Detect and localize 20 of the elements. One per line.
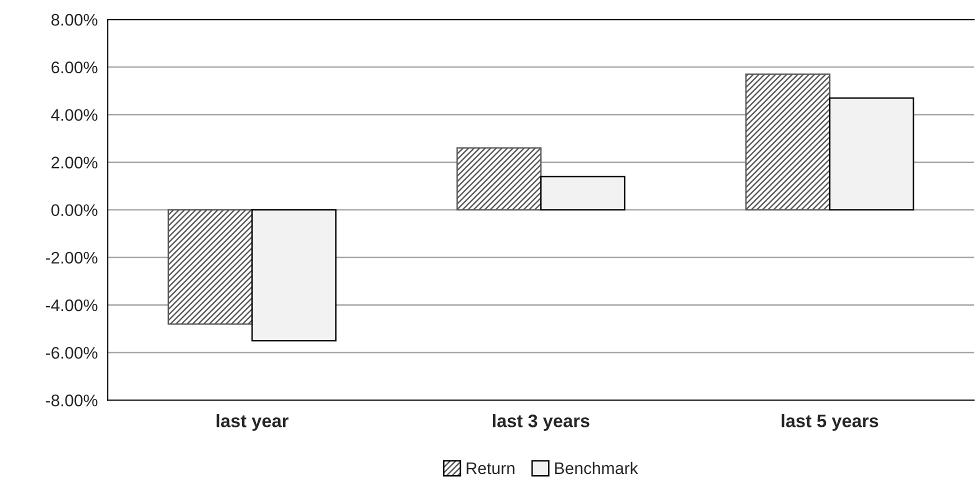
bar — [829, 97, 914, 211]
bar — [745, 74, 830, 211]
y-tick-label: -2.00% — [46, 252, 98, 264]
y-tick-label: 0.00% — [51, 204, 98, 216]
bar — [168, 209, 253, 325]
x-tick-label: last 5 years — [782, 414, 878, 431]
x-tick-label: last year — [216, 414, 288, 431]
y-tick-label: 4.00% — [51, 109, 98, 121]
y-tick-label: -8.00% — [46, 394, 98, 406]
bar — [456, 147, 542, 211]
legend-label: Return — [466, 462, 514, 474]
y-tick-label: -6.00% — [46, 346, 98, 359]
y-tick-label: -4.00% — [46, 299, 98, 312]
bar — [251, 209, 337, 342]
x-tick-label: last 3 years — [492, 414, 590, 431]
y-tick-label: 2.00% — [52, 156, 98, 168]
y-tick-label: 6.00% — [52, 62, 98, 74]
y-tick-label: 8.00% — [51, 14, 98, 26]
bar — [540, 176, 626, 211]
legend-label: Benchmark — [555, 462, 638, 474]
